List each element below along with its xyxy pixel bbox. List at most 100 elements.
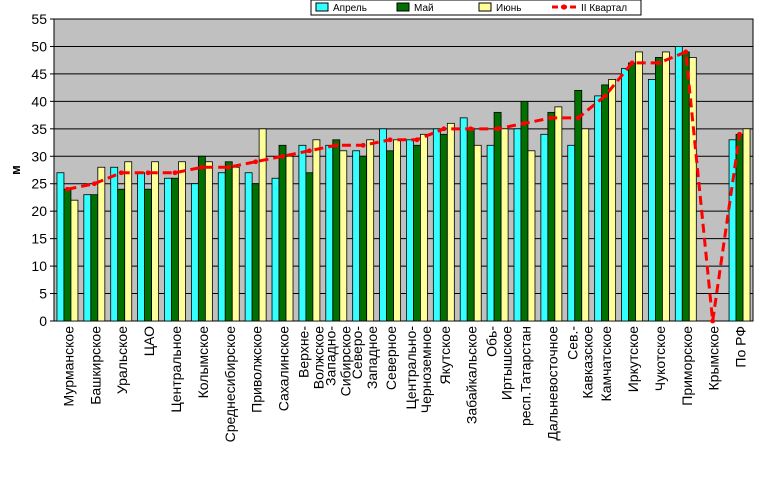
line-point (441, 126, 447, 132)
bar-апрель (325, 144, 334, 322)
legend-box (310, 0, 642, 16)
x-tick-label: Западно-Сибирское (322, 326, 353, 397)
bar-июнь (635, 51, 643, 322)
bar-апрель (56, 172, 65, 322)
bar-июнь (527, 150, 536, 322)
line-point (118, 170, 124, 176)
bar-июнь (662, 51, 670, 322)
y-tick-label: 30 (31, 148, 47, 164)
y-tick-label: 20 (31, 203, 47, 219)
x-tick-label: Мурманское (60, 326, 76, 407)
bar-май (413, 144, 421, 322)
x-tick-label: Башкирское (87, 326, 103, 405)
x-tick-label: Иркутское (625, 326, 641, 392)
line-point (683, 49, 689, 55)
bar-апрель (217, 172, 226, 322)
bar-июнь (70, 199, 79, 322)
bar-апрель (244, 172, 253, 322)
legend-label: Май (414, 3, 434, 14)
bar-май (117, 188, 126, 322)
y-tick-label: 50 (31, 38, 47, 54)
bar-май (90, 194, 99, 322)
line-point (333, 142, 339, 148)
bar-май (439, 133, 448, 322)
bar-апрель (621, 68, 629, 322)
bar-май (63, 188, 72, 322)
bar-апрель (406, 139, 414, 322)
line-point (65, 186, 70, 192)
quarter-line (65, 49, 742, 324)
bar-май (224, 161, 233, 322)
line-series (67, 49, 742, 322)
bar-апрель (459, 117, 468, 322)
line-point (307, 148, 312, 154)
line-point (737, 131, 742, 137)
legend: Апрель Май Июнь II Квартал (310, 0, 642, 16)
x-tick-label: По РФ (733, 326, 749, 368)
x-tick-label: Сахалинское (276, 326, 292, 411)
bar-апрель (352, 150, 361, 322)
x-tick-label: Приморское (679, 326, 695, 406)
bar-апрель (540, 133, 549, 322)
line-point (280, 153, 285, 159)
line-point (172, 170, 178, 176)
y-tick-label: 55 (31, 11, 47, 27)
x-axis: Мурманское Башкирское Уральское ЦАО Централь… (60, 326, 748, 443)
line-point (414, 137, 420, 143)
bar-июнь (688, 57, 697, 322)
line-point (360, 142, 366, 148)
x-tick-label: ЦАО (141, 326, 157, 356)
bar-май (574, 89, 583, 322)
bar-июнь (97, 166, 106, 322)
bar-май (386, 150, 394, 322)
y-tick-label: 35 (31, 121, 47, 137)
y-tick-label: 40 (31, 93, 47, 109)
legend-marker (561, 4, 567, 10)
x-tick-label: Якутское (437, 326, 453, 385)
x-tick-label: Чукотское (652, 326, 668, 391)
bar-июнь (258, 128, 267, 322)
bar-май (520, 100, 529, 322)
bar-май (171, 177, 179, 322)
bar-апрель (110, 166, 119, 322)
y-axis-label: м (8, 165, 23, 175)
x-tick-label: Верхне-Волжское (295, 326, 326, 390)
bar-июнь (124, 161, 133, 322)
bar-апрель (190, 183, 199, 322)
bar-июнь (366, 139, 375, 322)
bar-май (655, 57, 663, 322)
bar-июнь (608, 79, 617, 322)
line-point (145, 170, 151, 176)
bar-июнь (554, 106, 563, 322)
bar-июнь (393, 139, 401, 322)
x-tick-label: Уральское (114, 326, 130, 394)
bar-апрель (674, 46, 683, 322)
x-tick-label: Забайкальское (464, 326, 480, 424)
bar-июнь (473, 144, 482, 322)
bar-май (359, 155, 368, 322)
bar-апрель (432, 128, 441, 322)
bar-апрель (648, 79, 656, 322)
bar-июнь (312, 139, 321, 322)
line-point (226, 164, 232, 170)
bar-июнь (742, 128, 751, 322)
x-tick-label: Центрально-Черноземное (403, 326, 434, 414)
bar-апрель (271, 177, 280, 322)
x-tick-label: Северо-Западное (349, 326, 380, 389)
bar-май (332, 139, 341, 322)
bars (56, 46, 751, 322)
line-point (199, 164, 205, 170)
bar-май (628, 62, 636, 322)
bar-июнь (231, 166, 240, 322)
line-point (656, 60, 662, 66)
line-point (468, 126, 474, 132)
x-tick-label: Крымское (706, 326, 722, 391)
line-point (387, 137, 393, 143)
bar-апрель (486, 144, 495, 322)
bar-июнь (285, 155, 294, 322)
line-point (710, 318, 716, 324)
legend-label: II Квартал (581, 3, 627, 14)
line-point (575, 115, 581, 121)
bar-июнь (204, 161, 213, 322)
x-tick-label: Среднесибирское (222, 326, 238, 443)
